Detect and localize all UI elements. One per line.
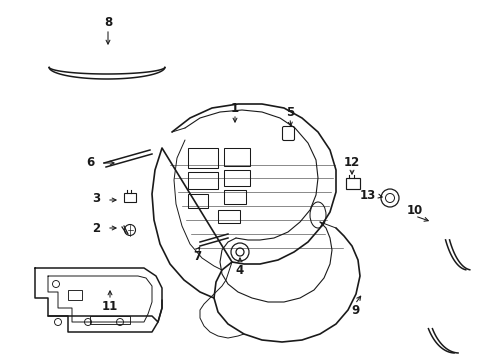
Text: 13: 13 (359, 189, 375, 202)
Text: 1: 1 (230, 102, 239, 114)
Bar (224, 170, 249, 186)
Text: 5: 5 (285, 105, 293, 118)
Bar (187, 194, 207, 208)
Bar (218, 210, 240, 223)
Text: 8: 8 (103, 15, 112, 28)
Text: 12: 12 (343, 156, 359, 168)
Bar (346, 178, 359, 189)
Bar (187, 148, 218, 168)
Text: 4: 4 (235, 264, 244, 276)
Text: 9: 9 (350, 303, 358, 316)
Bar (90, 316, 130, 324)
Bar (68, 290, 82, 300)
Bar (187, 172, 218, 189)
Text: 10: 10 (406, 203, 422, 216)
Text: 7: 7 (193, 251, 201, 264)
Text: 3: 3 (92, 192, 100, 204)
Bar (224, 148, 249, 166)
Text: 6: 6 (86, 156, 94, 168)
Text: 2: 2 (92, 221, 100, 234)
Text: 11: 11 (102, 301, 118, 314)
Bar (224, 190, 245, 204)
Bar (124, 193, 136, 202)
